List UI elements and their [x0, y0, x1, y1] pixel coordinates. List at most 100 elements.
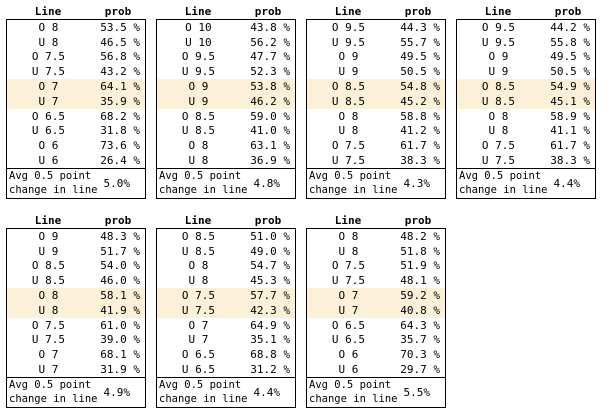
prob-cell[interactable]: 47.7 %: [250, 50, 290, 64]
prob-cell[interactable]: 31.8 %: [100, 124, 140, 138]
line-cell[interactable]: O 8: [338, 109, 359, 123]
prob-cell[interactable]: 48.2 %: [400, 229, 440, 243]
line-cell[interactable]: U 8: [488, 124, 509, 138]
prob-cell[interactable]: 41.1 %: [550, 124, 590, 138]
line-cell[interactable]: U 6.5: [181, 363, 215, 377]
prob-cell[interactable]: 49.0 %: [250, 244, 290, 258]
prob-cell[interactable]: 43.2 %: [100, 65, 140, 79]
line-cell[interactable]: U 8: [338, 244, 359, 258]
prob-cell[interactable]: 51.8 %: [400, 244, 440, 258]
line-cell[interactable]: O 9: [188, 80, 209, 94]
line-cell[interactable]: O 7: [188, 318, 209, 332]
line-cell[interactable]: U 7.5: [31, 65, 65, 79]
line-cell[interactable]: O 6.5: [181, 348, 215, 362]
line-cell[interactable]: O 6: [38, 139, 59, 153]
line-cell[interactable]: U 7.5: [331, 274, 365, 288]
line-cell[interactable]: O 7.5: [31, 318, 65, 332]
line-cell[interactable]: O 8.5: [31, 259, 65, 273]
line-cell[interactable]: U 6.5: [331, 333, 365, 347]
avg-change-value[interactable]: 4.8%: [253, 177, 281, 190]
prob-cell[interactable]: 48.3 %: [100, 229, 140, 243]
prob-cell[interactable]: 54.7 %: [250, 259, 290, 273]
prob-cell[interactable]: 50.5 %: [400, 65, 440, 79]
prob-cell[interactable]: 45.2 %: [400, 94, 440, 108]
prob-cell[interactable]: 53.5 %: [100, 20, 140, 34]
line-cell[interactable]: U 8: [188, 154, 209, 168]
avg-change-value[interactable]: 4.3%: [403, 177, 431, 190]
line-cell[interactable]: U 6: [38, 154, 59, 168]
prob-cell[interactable]: 40.8 %: [400, 303, 440, 317]
line-cell[interactable]: U 6.5: [31, 124, 65, 138]
prob-cell[interactable]: 49.5 %: [400, 50, 440, 64]
prob-cell[interactable]: 56.8 %: [100, 50, 140, 64]
line-cell[interactable]: O 8.5: [181, 109, 215, 123]
line-cell[interactable]: U 7: [338, 303, 359, 317]
prob-cell[interactable]: 41.2 %: [400, 124, 440, 138]
prob-cell[interactable]: 53.8 %: [250, 80, 290, 94]
line-cell[interactable]: O 8: [38, 20, 59, 34]
prob-cell[interactable]: 59.2 %: [400, 289, 440, 303]
prob-cell[interactable]: 52.3 %: [250, 65, 290, 79]
line-cell[interactable]: U 8.5: [181, 124, 215, 138]
line-cell[interactable]: O 8: [488, 109, 509, 123]
line-cell[interactable]: U 9.5: [331, 35, 365, 49]
line-cell[interactable]: U 8: [38, 35, 59, 49]
line-cell[interactable]: O 8: [38, 289, 59, 303]
line-cell[interactable]: U 8: [338, 124, 359, 138]
line-cell[interactable]: O 9: [488, 50, 509, 64]
prob-cell[interactable]: 59.0 %: [250, 109, 290, 123]
prob-cell[interactable]: 46.5 %: [100, 35, 140, 49]
prob-cell[interactable]: 68.8 %: [250, 348, 290, 362]
line-cell[interactable]: U 7: [38, 363, 59, 377]
prob-cell[interactable]: 64.1 %: [100, 80, 140, 94]
avg-change-value[interactable]: 4.4%: [553, 177, 581, 190]
prob-cell[interactable]: 44.3 %: [400, 20, 440, 34]
prob-cell[interactable]: 58.1 %: [100, 289, 140, 303]
prob-cell[interactable]: 35.1 %: [250, 333, 290, 347]
line-cell[interactable]: O 8: [188, 259, 209, 273]
line-cell[interactable]: O 8: [188, 139, 209, 153]
line-cell[interactable]: O 6.5: [31, 109, 65, 123]
line-cell[interactable]: U 8: [38, 303, 59, 317]
prob-cell[interactable]: 41.9 %: [100, 303, 140, 317]
prob-cell[interactable]: 35.7 %: [400, 333, 440, 347]
prob-cell[interactable]: 51.0 %: [250, 229, 290, 243]
line-cell[interactable]: U 8.5: [181, 244, 215, 258]
prob-cell[interactable]: 29.7 %: [400, 363, 440, 377]
prob-cell[interactable]: 55.7 %: [400, 35, 440, 49]
prob-cell[interactable]: 64.9 %: [250, 318, 290, 332]
prob-cell[interactable]: 38.3 %: [400, 154, 440, 168]
line-cell[interactable]: U 8.5: [31, 274, 65, 288]
prob-cell[interactable]: 61.7 %: [400, 139, 440, 153]
prob-cell[interactable]: 31.9 %: [100, 363, 140, 377]
avg-change-value[interactable]: 5.0%: [103, 177, 131, 190]
prob-cell[interactable]: 35.9 %: [100, 94, 140, 108]
line-cell[interactable]: O 9.5: [331, 20, 365, 34]
prob-cell[interactable]: 73.6 %: [100, 139, 140, 153]
prob-cell[interactable]: 55.8 %: [550, 35, 590, 49]
line-cell[interactable]: U 7.5: [331, 154, 365, 168]
prob-cell[interactable]: 31.2 %: [250, 363, 290, 377]
line-cell[interactable]: O 7.5: [31, 50, 65, 64]
line-cell[interactable]: U 9: [38, 244, 59, 258]
line-cell[interactable]: O 9: [38, 229, 59, 243]
line-cell[interactable]: O 6: [338, 348, 359, 362]
prob-cell[interactable]: 50.5 %: [550, 65, 590, 79]
line-cell[interactable]: U 9.5: [181, 65, 215, 79]
prob-cell[interactable]: 44.2 %: [550, 20, 590, 34]
line-cell[interactable]: U 9: [188, 94, 209, 108]
line-cell[interactable]: O 7.5: [331, 139, 365, 153]
line-cell[interactable]: O 8.5: [181, 229, 215, 243]
line-cell[interactable]: O 8: [338, 229, 359, 243]
line-cell[interactable]: U 7.5: [481, 154, 515, 168]
line-cell[interactable]: O 7: [338, 289, 359, 303]
line-cell[interactable]: U 7: [188, 333, 209, 347]
prob-cell[interactable]: 26.4 %: [100, 154, 140, 168]
line-cell[interactable]: U 9: [488, 65, 509, 79]
line-cell[interactable]: O 9: [338, 50, 359, 64]
line-cell[interactable]: U 7.5: [181, 303, 215, 317]
prob-cell[interactable]: 63.1 %: [250, 139, 290, 153]
prob-cell[interactable]: 68.2 %: [100, 109, 140, 123]
prob-cell[interactable]: 54.9 %: [550, 80, 590, 94]
prob-cell[interactable]: 41.0 %: [250, 124, 290, 138]
